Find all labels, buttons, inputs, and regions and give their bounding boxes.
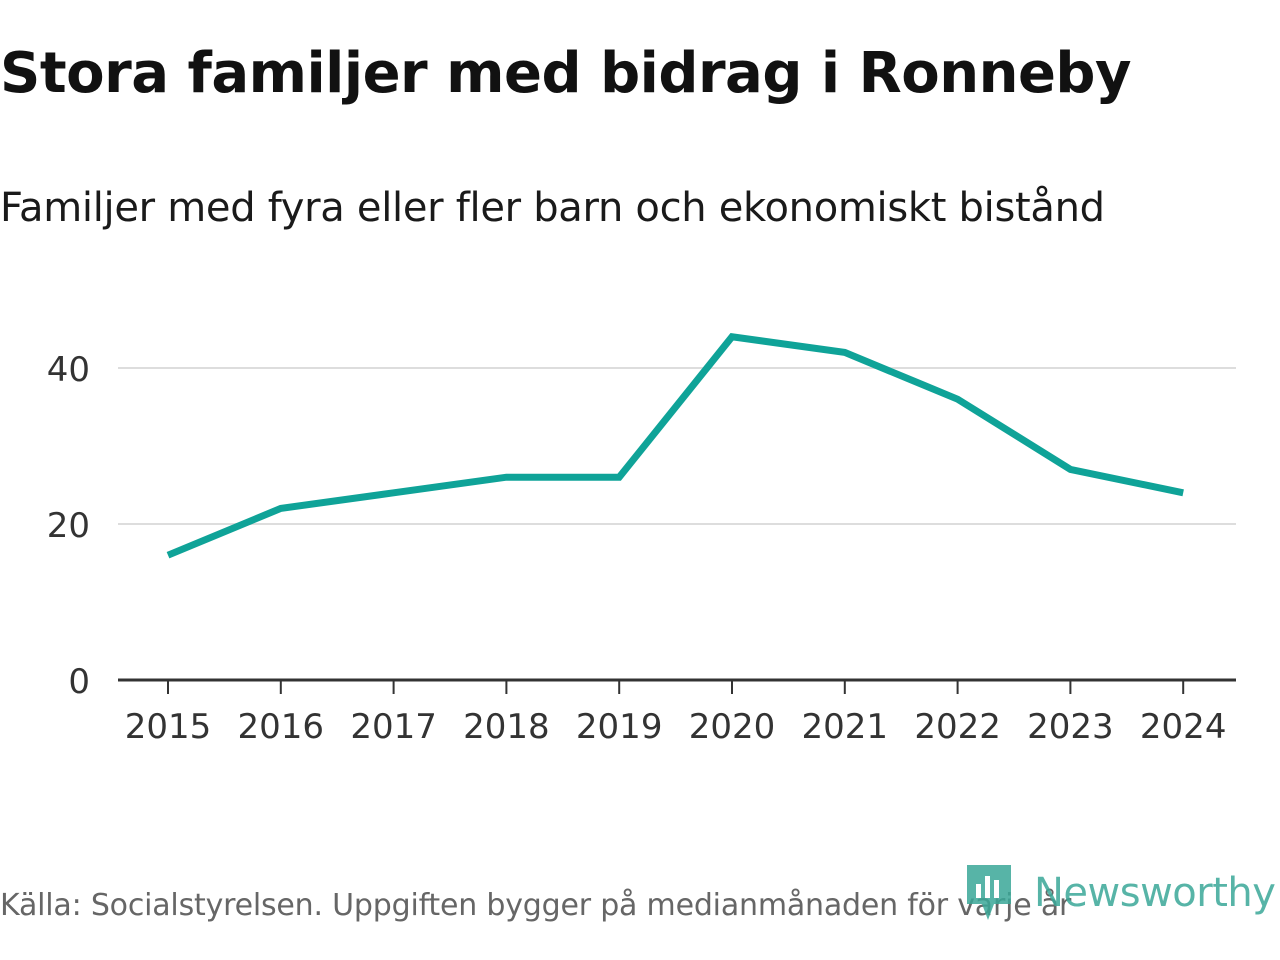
y-tick-label: 0 (68, 662, 90, 702)
newsworthy-logo: Newsworthy (964, 862, 1276, 924)
x-tick-label: 2024 (1140, 707, 1227, 747)
x-tick-label: 2015 (125, 707, 212, 747)
series-layer (166, 333, 1184, 559)
y-tick-label: 40 (47, 350, 90, 390)
x-tick-label: 2021 (802, 707, 889, 747)
x-tick-label: 2017 (350, 707, 437, 747)
series-line-0 (166, 333, 1184, 559)
x-axis-tick-labels: 2015 2016 2017 2018 2019 2020 2021 2022 2023 2024 (125, 707, 1227, 747)
x-tick-label: 2023 (1027, 707, 1114, 747)
chart-subtitle: Familjer med fyra eller fler barn och ek… (0, 185, 1105, 231)
x-tick-label: 2018 (463, 707, 550, 747)
y-tick-label: 20 (47, 506, 90, 546)
x-tick-label: 2022 (914, 707, 1001, 747)
x-tick-label: 2019 (576, 707, 663, 747)
newsworthy-logo-text: Newsworthy (1034, 870, 1276, 916)
gridlines (118, 367, 1236, 525)
chart-title: Stora familjer med bidrag i Ronneby (0, 41, 1132, 106)
y-axis-tick-labels: 0 20 40 (47, 350, 90, 702)
x-axis (118, 678, 1236, 694)
x-tick-label: 2016 (238, 707, 325, 747)
newsworthy-logo-icon (967, 865, 1011, 920)
source-note: Källa: Socialstyrelsen. Uppgiften bygger… (0, 888, 1072, 923)
x-tick-label: 2020 (689, 707, 776, 747)
